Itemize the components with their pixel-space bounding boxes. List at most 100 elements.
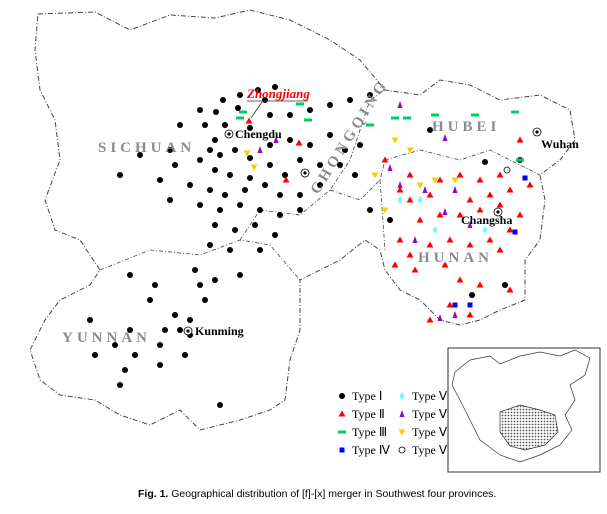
legend-symbol-4	[339, 447, 345, 453]
marker-type-2	[436, 211, 444, 218]
marker-type-1	[282, 172, 288, 178]
marker-type-1	[232, 147, 238, 153]
marker-type-6	[412, 236, 418, 243]
marker-type-1	[237, 92, 243, 98]
marker-type-2	[446, 236, 454, 243]
marker-type-1	[182, 352, 188, 358]
marker-type-1	[157, 342, 163, 348]
city-marker-center	[186, 329, 190, 333]
marker-type-1	[207, 147, 213, 153]
legend-symbol-5	[399, 392, 405, 400]
marker-type-2	[476, 176, 484, 183]
marker-type-1	[212, 277, 218, 283]
legend-label-7: Type Ⅶ	[412, 425, 452, 439]
marker-type-2	[426, 316, 434, 323]
marker-type-6	[422, 186, 428, 193]
marker-type-2	[466, 311, 474, 318]
marker-type-1	[337, 162, 343, 168]
marker-type-2	[486, 191, 494, 198]
marker-type-6	[437, 314, 443, 321]
marker-type-1	[387, 217, 393, 223]
marker-type-1	[317, 182, 323, 188]
marker-type-1	[255, 87, 261, 93]
marker-type-2	[245, 117, 253, 124]
marker-type-4	[452, 302, 458, 308]
label-yunnan: YUNNAN	[62, 330, 151, 346]
marker-type-6	[467, 221, 473, 228]
marker-type-1	[277, 212, 283, 218]
marker-type-5	[417, 196, 423, 204]
marker-type-1	[222, 122, 228, 128]
marker-type-1	[152, 282, 158, 288]
marker-type-2	[506, 186, 514, 193]
marker-type-1	[137, 152, 143, 158]
marker-type-1	[167, 197, 173, 203]
province-borders	[99, 89, 541, 281]
marker-type-4	[467, 302, 473, 308]
marker-type-1	[127, 327, 133, 333]
marker-type-1	[352, 172, 358, 178]
marker-type-1	[235, 105, 241, 111]
city-marker-center	[496, 210, 500, 214]
marker-type-1	[267, 162, 273, 168]
marker-type-1	[147, 297, 153, 303]
marker-type-1	[277, 192, 283, 198]
caption-label: Fig. 1.	[138, 488, 169, 500]
marker-type-1	[342, 147, 348, 153]
marker-type-1	[212, 167, 218, 173]
marker-type-1	[237, 272, 243, 278]
marker-type-1	[262, 182, 268, 188]
marker-type-1	[167, 147, 173, 153]
marker-type-1	[177, 122, 183, 128]
marker-type-6	[273, 136, 279, 143]
legend-label-5: Type Ⅴ	[412, 389, 448, 403]
marker-type-1	[247, 125, 253, 131]
marker-type-3	[304, 118, 312, 122]
marker-type-2	[396, 186, 404, 193]
marker-type-2	[516, 136, 524, 143]
marker-type-6	[442, 134, 448, 141]
marker-type-7	[431, 177, 439, 184]
marker-type-5	[432, 226, 438, 234]
marker-type-6	[442, 208, 448, 215]
marker-type-3	[403, 116, 411, 120]
marker-type-2	[381, 156, 389, 163]
marker-type-1	[217, 152, 223, 158]
marker-type-1	[217, 402, 223, 408]
marker-type-2	[526, 181, 534, 188]
marker-type-1	[327, 102, 333, 108]
marker-type-2	[406, 251, 414, 258]
label-hubei: HUBEI	[432, 119, 500, 135]
marker-type-3	[391, 116, 399, 120]
marker-type-1	[482, 159, 488, 165]
marker-type-1	[197, 107, 203, 113]
marker-type-1	[232, 227, 238, 233]
marker-type-1	[117, 172, 123, 178]
marker-type-2	[496, 246, 504, 253]
marker-type-1	[367, 92, 373, 98]
marker-type-1	[172, 162, 178, 168]
marker-type-2	[411, 266, 419, 273]
legend-label-6: Type Ⅵ	[412, 407, 450, 421]
legend-label-2: Type Ⅱ	[352, 407, 385, 421]
marker-type-1	[207, 187, 213, 193]
marker-type-1	[357, 142, 363, 148]
marker-type-1	[227, 247, 233, 253]
marker-type-2	[466, 196, 474, 203]
marker-type-8	[503, 166, 511, 174]
marker-type-1	[262, 97, 268, 103]
marker-type-1	[87, 317, 93, 323]
marker-type-1	[297, 207, 303, 213]
marker-type-3	[366, 123, 374, 127]
marker-type-2	[496, 171, 504, 178]
marker-type-1	[192, 267, 198, 273]
marker-type-1	[257, 247, 263, 253]
marker-type-3	[511, 110, 519, 114]
marker-type-2	[476, 281, 484, 288]
marker-type-2	[406, 171, 414, 178]
marker-type-7	[416, 182, 424, 189]
marker-type-1	[202, 122, 208, 128]
legend-symbol-2	[338, 410, 346, 417]
marker-type-1	[112, 342, 118, 348]
marker-type-1	[242, 187, 248, 193]
